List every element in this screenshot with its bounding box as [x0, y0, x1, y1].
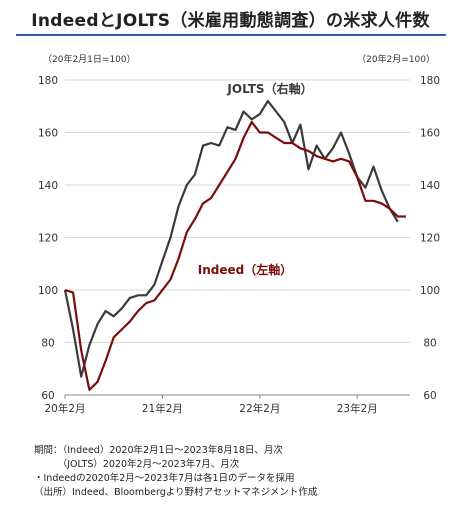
right-tick-label-80: 80: [423, 338, 436, 350]
footnote-indeed-method: ・Indeedの2020年2月～2023年7月は各1日のデータを採用: [34, 473, 295, 484]
x-tick-label-2: 22年2月: [239, 402, 280, 415]
footnote-period-indeed: 期間：（Indeed）2020年2月1日～2023年8月18日、月次: [34, 445, 283, 456]
chart-title: IndeedとJOLTS（米雇用動態調査）の米求人件数: [31, 11, 430, 31]
footnote-source: （出所）Indeed、Bloombergより野村アセットマネジメント作成: [34, 487, 318, 498]
left-tick-label-60: 60: [41, 390, 54, 402]
x-tick-label-0: 20年2月: [44, 402, 85, 415]
left-axis-unit: （20年2月1日=100）: [43, 55, 136, 65]
footnote-period-jolts: （JOLTS）2020年2月～2023年7月、月次: [34, 459, 240, 470]
jolts-series-label: JOLTS（右軸）: [226, 81, 312, 96]
left-tick-label-160: 160: [38, 128, 58, 140]
jolts-series-line: [63, 99, 399, 378]
left-tick-label-140: 140: [38, 180, 58, 192]
right-tick-label-160: 160: [420, 128, 440, 140]
right-tick-label-60: 60: [423, 390, 436, 402]
left-tick-label-180: 180: [38, 75, 58, 87]
right-tick-label-100: 100: [420, 285, 440, 297]
left-tick-label-80: 80: [41, 338, 54, 350]
left-tick-label-120: 120: [38, 233, 58, 245]
right-axis-unit: （20年2月=100）: [357, 55, 435, 65]
line-chart: 60 60 80 80 100 100 120 120 140 140 160 160 180 180 20…: [38, 75, 440, 415]
title-underline: [16, 34, 446, 36]
x-tick-label-3: 23年2月: [337, 402, 378, 415]
right-tick-label-120: 120: [420, 233, 440, 245]
right-tick-label-180: 180: [420, 75, 440, 87]
indeed-series-label: Indeed（左軸）: [198, 262, 292, 277]
x-tick-label-1: 21年2月: [142, 402, 183, 415]
indeed-series-line: [64, 120, 406, 391]
footnotes: 期間：（Indeed）2020年2月1日～2023年8月18日、月次 （JOLT…: [34, 444, 317, 500]
right-tick-label-140: 140: [420, 180, 440, 192]
left-tick-label-100: 100: [38, 285, 58, 297]
